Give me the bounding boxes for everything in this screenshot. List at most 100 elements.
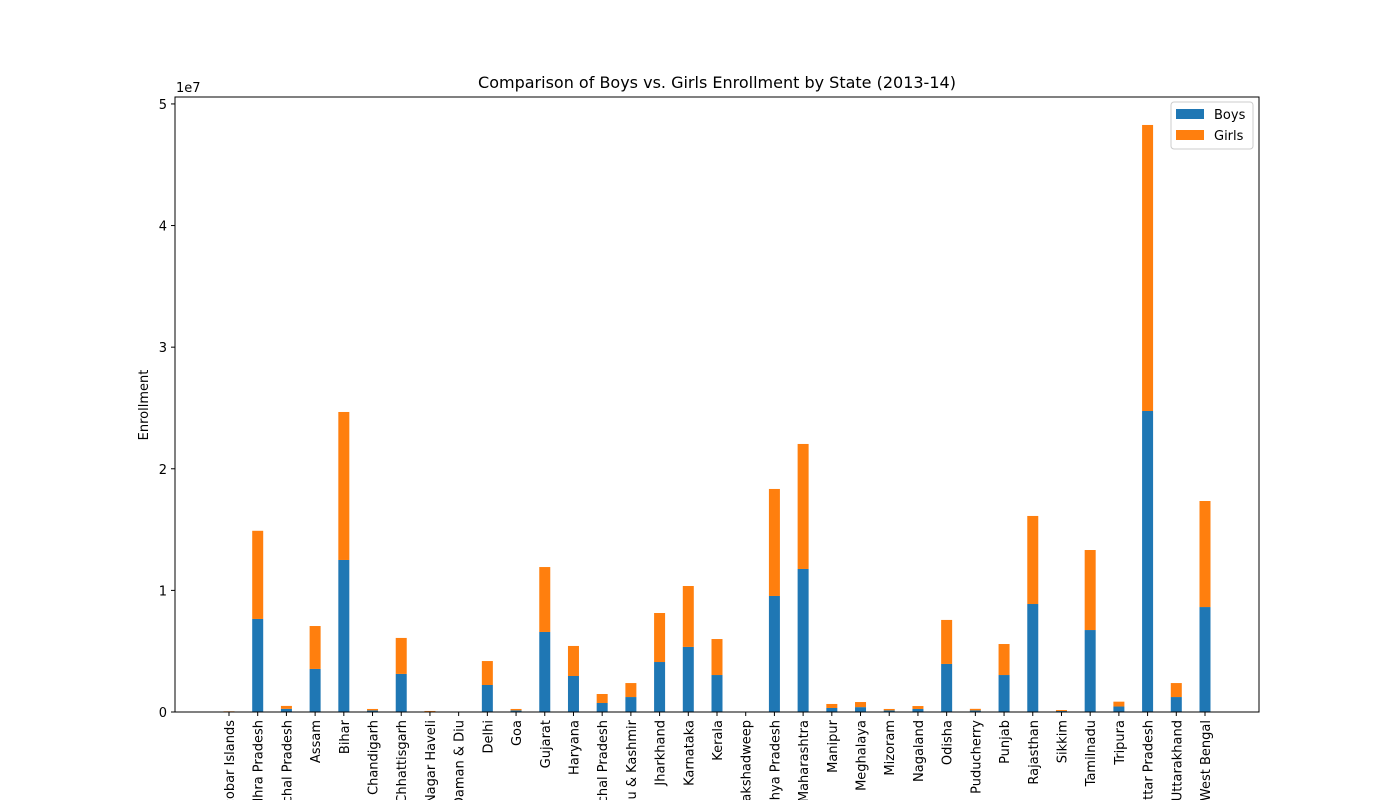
bar [768,595,780,712]
y-tick-label: 3 [159,341,167,356]
bar [912,706,924,709]
bar [252,530,264,619]
bar [855,707,867,712]
bar [826,707,838,712]
bar [481,685,493,712]
bar [768,488,780,596]
bar [1084,550,1096,631]
y-tick-label: 4 [159,220,167,235]
bar [654,613,666,663]
bar [855,702,867,708]
x-tick-label: Andhra Pradesh [252,720,267,800]
bar [969,710,981,712]
x-tick-label: Goa [510,720,525,746]
bar [395,673,407,712]
x-tick-label: Nagaland [912,720,927,782]
bar [969,708,981,711]
plot-frame [174,96,1260,713]
x-tick-label: West Bengal [1199,720,1214,800]
bar [826,703,838,708]
bar [1170,697,1182,712]
bar [625,683,637,698]
bar [338,559,350,712]
bar [596,694,608,704]
x-tick-label: Sikkim [1055,720,1070,763]
bar [625,697,637,712]
x-tick-label: Assam [309,720,324,763]
x-tick-label: Uttar Pradesh [1142,720,1157,800]
x-tick-label: Maharashtra [797,720,812,800]
bar [309,668,321,712]
bar [367,710,379,712]
y-tick-label: 5 [159,98,167,113]
x-tick-label: Madhya Pradesh [768,720,783,800]
bar [711,639,723,676]
bar [596,703,608,712]
bar [309,626,321,669]
bar [252,618,264,712]
x-tick-label: Odisha [941,720,956,765]
legend-label: Girls [1214,129,1244,144]
bar [654,662,666,712]
x-tick-label: Dadra & Nagar Haveli [424,720,439,800]
x-tick-label: Rajasthan [1027,720,1042,785]
x-tick-label: Tamilnadu [1084,720,1099,787]
bar [395,637,407,674]
x-tick-label: Karnataka [682,720,697,786]
bar [998,675,1010,712]
bar [1055,710,1067,712]
bar [539,567,551,632]
bar [367,708,379,711]
bar [797,443,809,569]
x-tick-label: Arunachal Pradesh [280,720,295,800]
bar [539,631,551,712]
bar [912,708,924,712]
bar [1027,515,1039,605]
bar [481,661,493,686]
bar [1142,124,1154,412]
y-scale-label: 1e7 [176,81,201,96]
x-tick-label: Lakshadweep [740,720,755,800]
bar [711,675,723,712]
bar [1199,607,1211,712]
x-tick-label: Mizoram [883,720,898,776]
bar [998,644,1010,676]
x-tick-label: Meghalaya [855,720,870,791]
x-tick-label: Haryana [567,720,582,775]
legend-swatch [1176,109,1204,119]
x-tick-label: Jammu & Kashmir [625,719,640,800]
bar [797,568,809,712]
bar [567,676,579,712]
x-tick-label: Jharkhand [654,720,669,787]
bar [682,646,694,712]
bar [567,645,579,677]
x-tick-label: Chandigarh [367,720,382,795]
x-tick-label: Himachal Pradesh [596,720,611,800]
bar [338,411,350,560]
legend-swatch [1176,130,1204,140]
chart-title: Comparison of Boys vs. Girls Enrollment … [478,73,956,92]
bar [941,619,953,664]
bar [1170,683,1182,698]
bar [1142,411,1154,712]
y-tick-label: 0 [159,706,167,721]
x-tick-label: Andaman & Nicobar Islands [223,720,238,800]
x-tick-label: Tripura [1113,720,1128,766]
x-tick-label: Gujarat [539,720,554,768]
bar [1113,701,1125,707]
x-tick-label: Kerala [711,720,726,761]
bar [682,586,694,647]
y-tick-label: 2 [159,463,167,478]
x-tick-label: Daman & Diu [453,720,468,800]
x-tick-label: Delhi [481,720,496,753]
x-tick-label: Manipur [826,719,841,773]
bar [883,710,895,712]
bar [1199,501,1211,608]
x-tick-label: Puducherry [969,720,984,794]
x-tick-label: Punjab [998,720,1013,764]
bar [1113,706,1125,712]
y-axis-label: Enrollment [137,370,152,441]
x-tick-label: Chhattisgarh [395,720,410,800]
bar [1084,630,1096,712]
bar [280,708,292,712]
